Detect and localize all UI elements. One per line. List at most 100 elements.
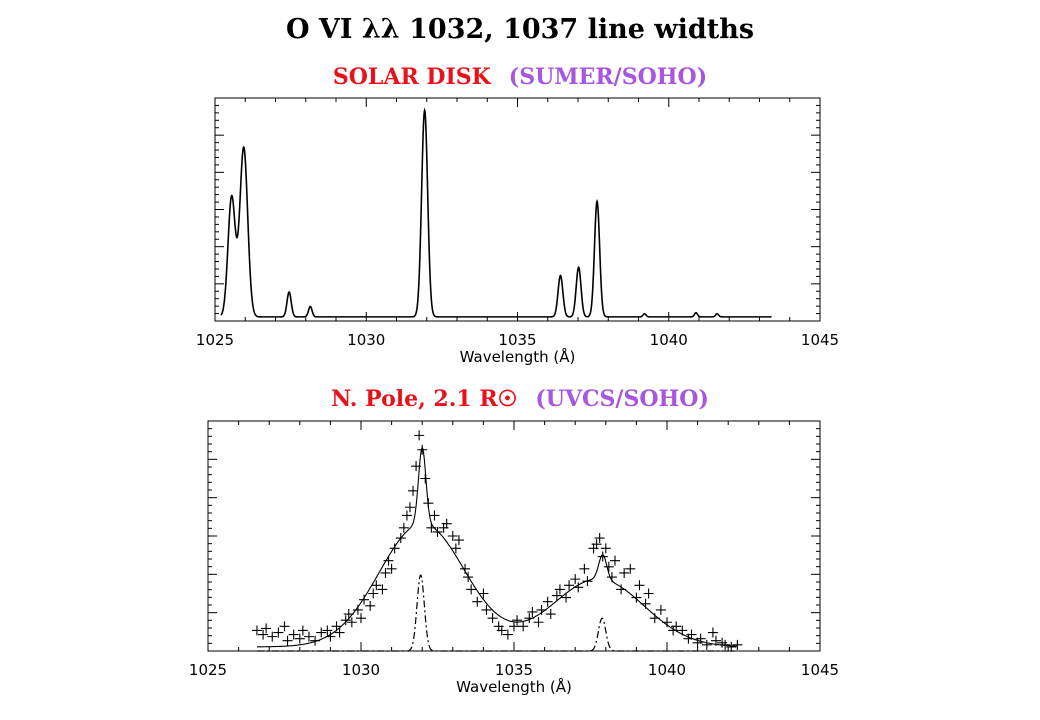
panel2-data-point [380,567,391,578]
panel2-data-point [282,635,293,646]
panel2-data-point [463,572,474,583]
panel2-data-point [564,580,575,591]
panel2-data-point [518,621,529,632]
panel2-data-point [720,639,731,650]
panel2-data-point [502,629,513,640]
panel2-xtick-label: 1030 [342,661,380,679]
panel2-data-point [426,522,437,533]
panel2-frame [207,420,821,652]
panel2-data-point [695,633,706,644]
panel2-data-point [554,584,565,595]
panel2-data-point [597,551,608,562]
panel2-data-point [478,588,489,599]
panel2-data-point [352,604,363,615]
panel1-xtick-label: 1035 [498,331,536,349]
panel2-data-point [450,543,461,554]
panel2-data-point [466,584,477,595]
panel2-data-point [411,461,422,472]
panel2-data-point [356,613,366,624]
panel2-data-point [331,621,342,632]
panel2-data-point [710,635,721,646]
panel2-data-point [542,596,553,607]
panel1-solar-disk-plot: 1025 1030 1035 1040 1045 Wavelength (Å) [196,97,839,366]
panel2-data-point [429,510,440,521]
panel2-data-point [570,574,581,585]
panel2-data-point [365,600,376,611]
panel1-xtick-label: 1040 [650,331,688,349]
panel2-data-point [401,510,412,521]
panel2-data-point [398,522,409,533]
panel2-data-point [395,533,406,544]
panel2-data-point [258,629,269,640]
panel2-data-point [310,635,321,646]
panel2-fit-narrow-line [256,574,738,652]
panel2-data-point [453,535,464,546]
panel2-xtick-label: 1045 [801,661,839,679]
panel1-xtick-label: 1045 [801,331,839,349]
panel2-data-point [512,615,523,626]
panel2-data-point [404,502,415,513]
panel2-xtick-label: 1040 [648,661,686,679]
panel2-data-point [322,625,333,636]
panel2-data-point [631,592,642,603]
panel2-data-point [527,606,538,617]
panel2-data-point [686,629,697,640]
panel2-data-point [634,580,645,591]
panel2-data-point [472,596,483,607]
panel2-data-point [625,563,636,574]
panel2-data-point [594,533,605,544]
panel2-data-point [420,473,431,484]
panel2-data-point [389,543,400,554]
panel2-data-point [294,633,305,644]
panel2-xtick-label: 1035 [495,661,533,679]
panel2-north-pole-plot: 1025 1030 1035 1040 1045 Wavelength (Å) [189,420,839,696]
panel2-data-point [408,485,419,496]
panel2-data-point [251,625,262,636]
panel2-data-point [383,555,394,566]
panel2-data-point [368,588,379,599]
panel2-subtitle-right: (UVCS/SOHO) [535,386,709,412]
panel2-data-point [334,627,345,638]
panel1-xtick-label: 1030 [347,331,385,349]
panel2-data-point [316,627,327,638]
panel2-data-point [533,617,544,628]
panel2-data-point [573,582,584,593]
panel2-data-point [325,631,336,642]
panel2-data-point [655,604,666,615]
panel2-subtitle-left: N. Pole, 2.1 R☉ [331,386,518,412]
panel2-data-point [481,604,492,615]
panel2-data-point [441,518,452,529]
panel2-data-point [582,576,593,587]
panel2-data-point [267,631,278,642]
panel2-data-point [509,621,519,632]
panel2-data-point [609,555,620,566]
panel2-data-point [732,639,743,650]
panel2-data-point [701,639,712,650]
panel2-data-point [432,526,443,537]
panel2-data-point [447,531,458,541]
panel2-data-point [603,561,614,572]
panel2-data-point [616,584,627,595]
panel2-data-point [579,563,590,574]
panel2-data-point [414,430,425,441]
panel1-subtitle-right: (SUMER/SOHO) [508,64,708,90]
panel2-data-point [619,567,630,578]
panel2-data-point [386,563,397,574]
panel2-data-point [606,572,617,583]
panel2-data-point [662,617,672,628]
panel2-x-axis-label: Wavelength (Å) [456,677,572,696]
figure-title: O VI λλ 1032, 1037 line widths [285,14,755,45]
panel2-data-point [340,615,351,626]
panel2-data-point [371,580,382,591]
panel2-data-point [297,625,308,636]
panel2-data-point [671,621,682,632]
panel2-data-point [346,617,357,628]
panel2-data-point [677,625,688,636]
panel2-data-point [591,539,602,550]
panel1-subtitle-left: SOLAR DISK [332,64,491,90]
panel1-xtick-label: 1025 [196,331,234,349]
panel2-subtitle: N. Pole, 2.1 R☉ (UVCS/SOHO) [0,386,1040,412]
panel1-x-axis-label: Wavelength (Å) [460,347,576,366]
panel1-subtitle: SOLAR DISK (SUMER/SOHO) [0,64,1040,90]
